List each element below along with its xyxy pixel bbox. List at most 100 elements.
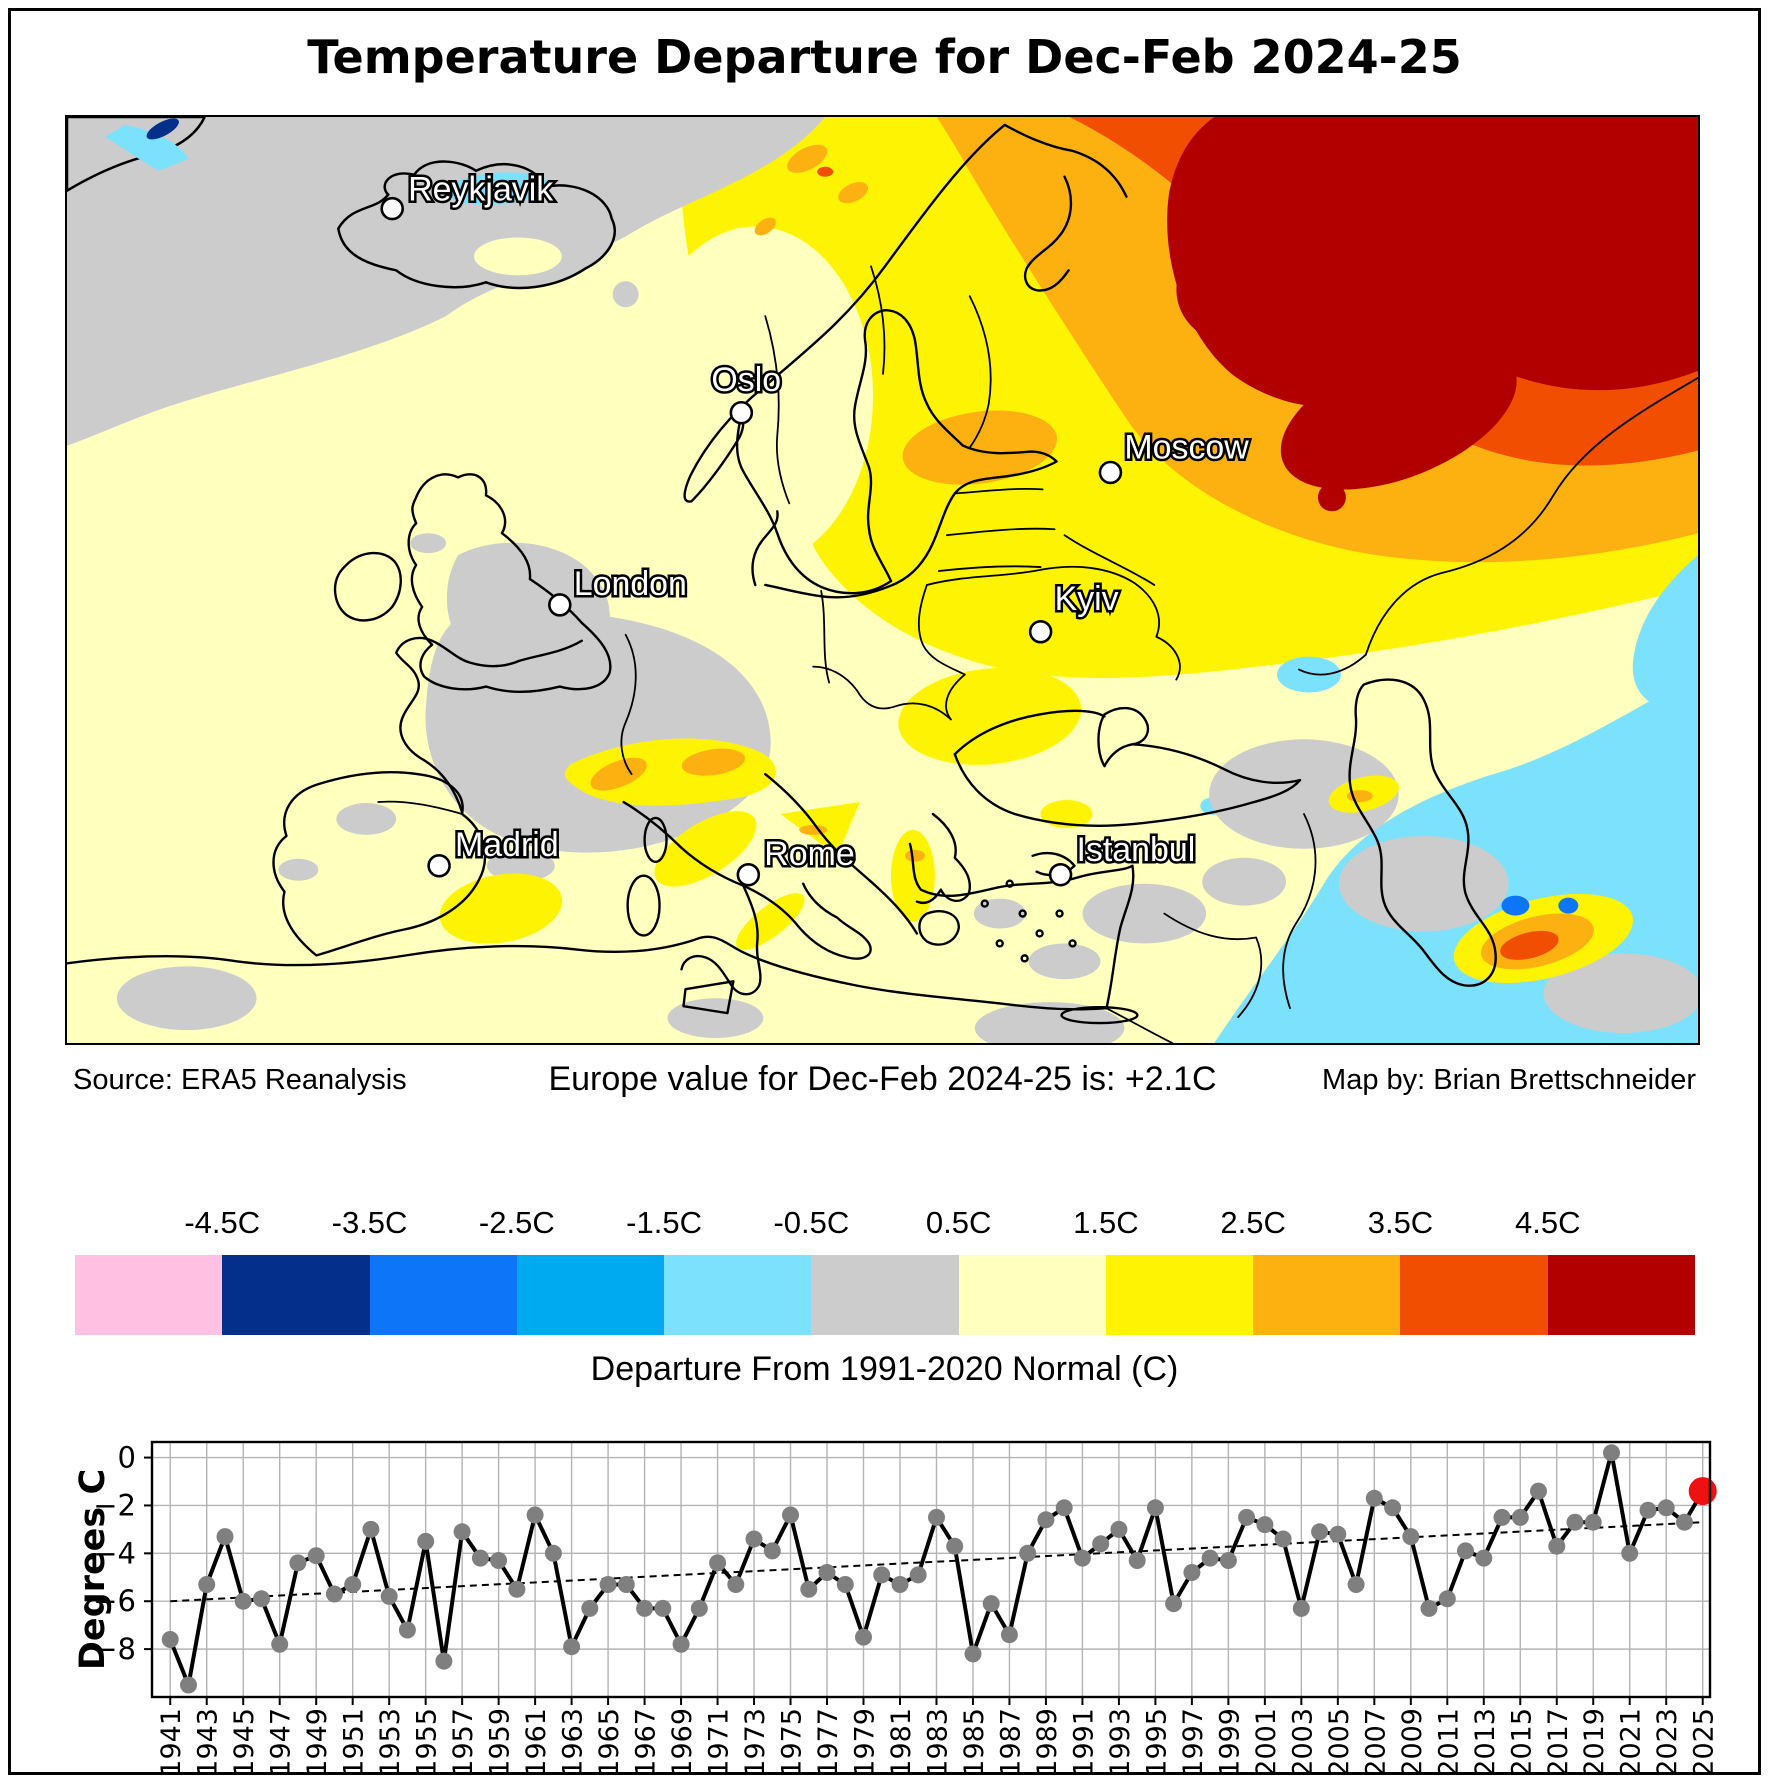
svg-text:1997: 1997 xyxy=(1178,1708,1209,1775)
data-point-1948 xyxy=(289,1554,307,1572)
chart-svg: 1941 1943 1945 1947 1949 1951 1953 1955 1957 1959… xyxy=(73,1440,1720,1775)
data-point-1991 xyxy=(1073,1549,1091,1567)
y-axis-label: Degrees C xyxy=(73,1469,113,1670)
data-point-1962 xyxy=(544,1544,562,1562)
data-point-2003 xyxy=(1292,1599,1310,1617)
data-point-1949 xyxy=(307,1547,325,1565)
svg-text:−8: −8 xyxy=(93,1632,136,1666)
data-points xyxy=(161,1444,1717,1694)
data-point-2017 xyxy=(1548,1537,1566,1555)
map-africa-gray-1 xyxy=(116,966,257,1031)
svg-text:2001: 2001 xyxy=(1251,1708,1282,1775)
data-point-1956 xyxy=(435,1652,453,1670)
data-point-1988 xyxy=(1019,1544,1037,1562)
map-faroe-gray xyxy=(612,281,639,308)
data-point-2015 xyxy=(1511,1508,1529,1526)
svg-text:2003: 2003 xyxy=(1287,1708,1318,1775)
city-dot-madrid xyxy=(427,854,451,878)
map-italy-yellow-2 xyxy=(735,893,805,950)
map-greenland-cyan xyxy=(104,124,189,171)
svg-text:1975: 1975 xyxy=(777,1708,808,1775)
source-text: Source: ERA5 Reanalysis xyxy=(73,1064,407,1096)
map-norway-darkorange-spot xyxy=(817,166,834,177)
data-point-1993 xyxy=(1110,1520,1128,1538)
city-marker-layer: Reykjavik Oslo Moscow London Kyiv Madrid Rome I… xyxy=(380,168,1252,887)
chart-grid xyxy=(152,1442,1710,1697)
data-point-1960 xyxy=(508,1580,526,1598)
svg-text:2015: 2015 xyxy=(1506,1708,1537,1775)
svg-text:1979: 1979 xyxy=(849,1708,880,1775)
map-scotland-gray xyxy=(410,533,447,554)
city-dot-kyiv xyxy=(1028,620,1053,644)
svg-text:1993: 1993 xyxy=(1105,1708,1136,1775)
svg-text:1973: 1973 xyxy=(740,1708,771,1775)
data-point-1973 xyxy=(745,1530,763,1548)
data-point-2002 xyxy=(1274,1530,1292,1548)
map-cyan-right-lobe xyxy=(1632,555,1698,715)
map-iceland-cyan xyxy=(446,172,550,205)
colorbar-swatch-7 xyxy=(1105,1255,1254,1335)
colorbar-swatch-5 xyxy=(811,1255,959,1335)
chart-frame xyxy=(150,1440,1712,1699)
svg-text:1951: 1951 xyxy=(339,1708,370,1775)
colorbar-tick--2.5C: -2.5C xyxy=(478,1205,555,1240)
svg-text:1977: 1977 xyxy=(813,1708,844,1775)
map-darkred-lobe-2 xyxy=(1280,341,1517,490)
data-point-1954 xyxy=(398,1621,416,1639)
map-svg: Reykjavik Oslo Moscow London Kyiv Madrid Rome I… xyxy=(67,117,1698,1043)
city-label-kyiv: Kyiv xyxy=(1055,580,1119,618)
data-point-1951 xyxy=(344,1576,362,1593)
map-turkey-gray-2 xyxy=(1202,857,1287,906)
colorbar-tick-2.5C: 2.5C xyxy=(1220,1205,1286,1240)
data-point-1950 xyxy=(325,1585,343,1603)
svg-text:1955: 1955 xyxy=(412,1708,443,1775)
svg-text:2005: 2005 xyxy=(1324,1708,1355,1775)
colorbar-swatch-2 xyxy=(369,1255,517,1335)
data-point-1963 xyxy=(563,1638,581,1656)
svg-text:2009: 2009 xyxy=(1397,1708,1428,1775)
city-label-reykjavik: Reykjavik xyxy=(408,171,553,209)
data-point-1997 xyxy=(1183,1564,1201,1581)
svg-text:1957: 1957 xyxy=(448,1708,479,1775)
data-point-1966 xyxy=(617,1576,635,1593)
map-norway-orange-1 xyxy=(787,144,828,173)
colorbar-tick--0.5C: -0.5C xyxy=(773,1205,850,1240)
data-point-1958 xyxy=(471,1549,489,1567)
map-baltic-orange-patch xyxy=(902,410,1057,485)
data-point-1984 xyxy=(946,1537,964,1555)
colorbar-swatch-9 xyxy=(1400,1255,1548,1335)
map-romania-yellow xyxy=(898,667,1082,765)
data-point-2018 xyxy=(1566,1513,1584,1531)
data-point-1971 xyxy=(709,1554,727,1572)
data-point-1977 xyxy=(818,1564,836,1581)
svg-text:2021: 2021 xyxy=(1616,1708,1647,1775)
map-darkred-spot xyxy=(1317,483,1346,512)
svg-text:1967: 1967 xyxy=(631,1708,662,1775)
data-point-1999 xyxy=(1219,1552,1237,1569)
map-africa-gray-3 xyxy=(974,1002,1125,1043)
svg-text:1963: 1963 xyxy=(558,1708,589,1775)
data-point-2005 xyxy=(1329,1525,1347,1543)
data-point-1978 xyxy=(836,1576,854,1593)
data-point-1985 xyxy=(964,1645,982,1663)
colorbar-tick-4.5C: 4.5C xyxy=(1514,1205,1581,1240)
data-point-2001 xyxy=(1256,1516,1274,1534)
data-point-1953 xyxy=(380,1587,398,1605)
data-point-2000 xyxy=(1238,1508,1256,1526)
svg-text:−4: −4 xyxy=(93,1536,136,1570)
svg-text:1943: 1943 xyxy=(193,1708,224,1775)
data-point-1941 xyxy=(161,1631,179,1648)
map-caspian-gray xyxy=(1338,835,1509,932)
data-point-2009 xyxy=(1402,1528,1420,1546)
map-darkred-lobe-1 xyxy=(1176,203,1362,349)
data-point-2016 xyxy=(1530,1482,1547,1500)
map-se-gray xyxy=(1543,953,1698,1034)
svg-text:1991: 1991 xyxy=(1068,1708,1099,1775)
map-norway-orange-2 xyxy=(838,182,869,204)
data-point-1980 xyxy=(873,1566,891,1584)
svg-text:1953: 1953 xyxy=(375,1708,406,1775)
city-label-madrid: Madrid xyxy=(455,826,559,864)
svg-text:1947: 1947 xyxy=(266,1708,297,1775)
map-algeria-yellow xyxy=(439,873,563,944)
svg-text:2007: 2007 xyxy=(1360,1708,1391,1775)
